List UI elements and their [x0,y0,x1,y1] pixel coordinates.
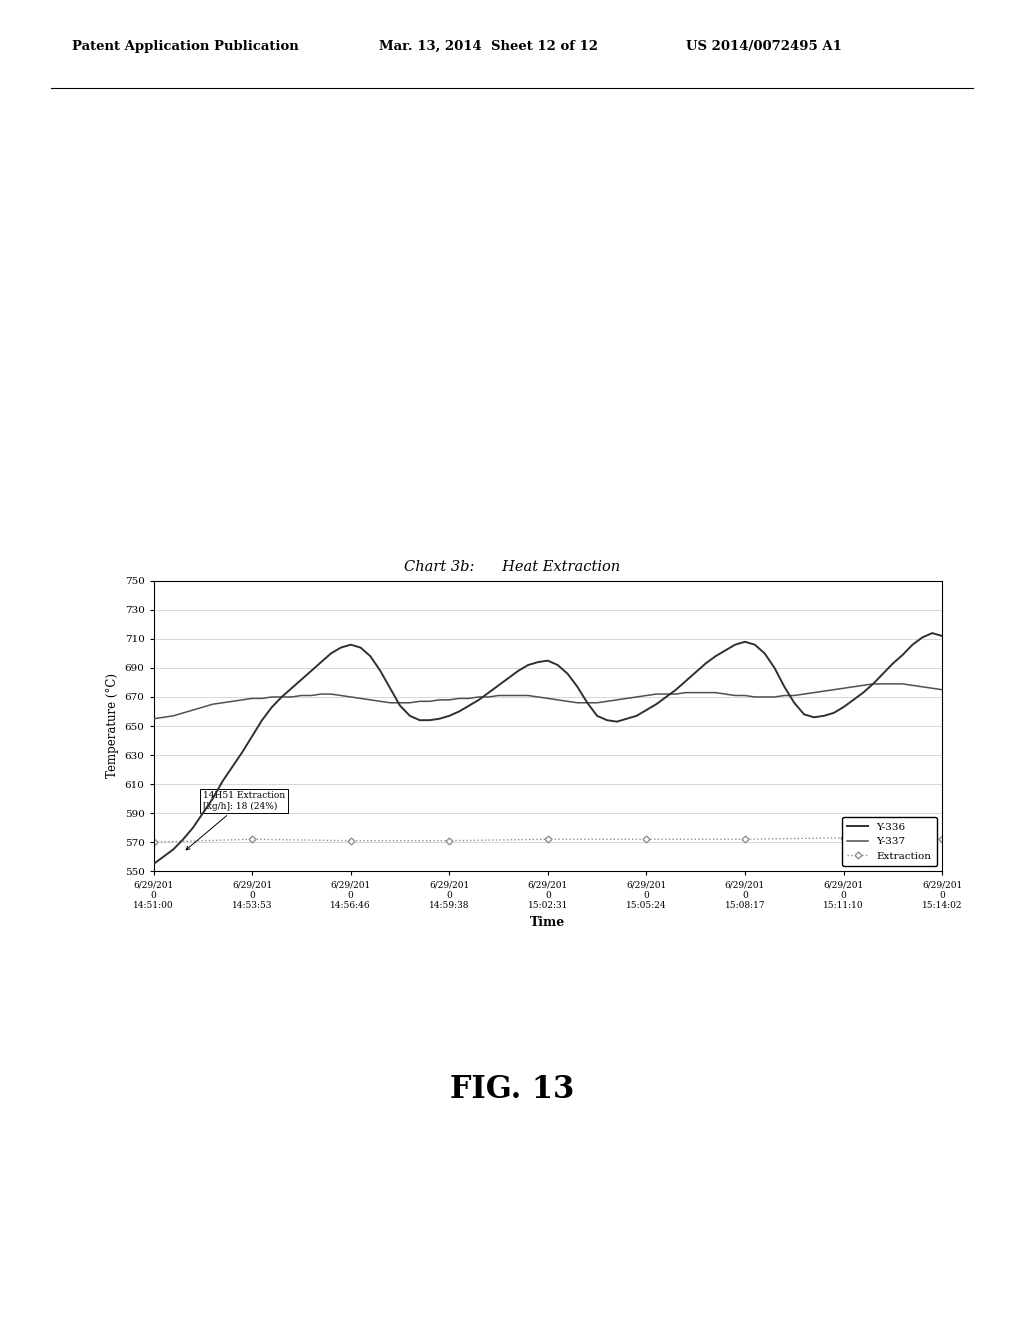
Extraction [246,832,258,847]
Y-337 [857,677,869,693]
Y-337 [827,681,840,697]
Text: Patent Application Publication: Patent Application Publication [72,40,298,53]
Extraction [344,833,357,849]
Y-336 [640,702,652,718]
Extraction [542,832,554,847]
Text: 14H51 Extraction
[kg/h]: 18 (24%): 14H51 Extraction [kg/h]: 18 (24%) [186,791,285,850]
Y-337 [582,694,594,710]
Extraction [739,832,752,847]
Y-336 [729,636,741,652]
Text: Mar. 13, 2014  Sheet 12 of 12: Mar. 13, 2014 Sheet 12 of 12 [379,40,598,53]
Y-336 [827,705,840,721]
Extraction [936,832,948,847]
Text: FIG. 13: FIG. 13 [450,1073,574,1105]
Y-336 [936,628,948,644]
Y-336 [857,685,869,701]
Y-336 [147,857,160,873]
Line: Y-337: Y-337 [154,684,942,718]
Y-337 [640,688,652,704]
Extraction [443,833,456,849]
Y-337 [867,676,880,692]
Y-336 [582,694,594,710]
Extraction [838,830,850,846]
Extraction [640,832,652,847]
Y-337 [788,688,801,704]
Y-336 [788,694,801,710]
Y-337 [729,688,741,704]
Y-336 [926,626,938,642]
Y-337 [147,710,160,726]
Y-axis label: Temperature (°C): Temperature (°C) [106,673,119,779]
X-axis label: Time: Time [530,916,565,928]
Extraction [147,834,160,850]
Text: US 2014/0072495 A1: US 2014/0072495 A1 [686,40,842,53]
Line: Extraction: Extraction [152,836,944,845]
Text: Chart 3b:      Heat Extraction: Chart 3b: Heat Extraction [403,560,621,574]
Line: Y-336: Y-336 [154,634,942,865]
Legend: Y-336, Y-337, Extraction: Y-336, Y-337, Extraction [843,817,937,866]
Y-337 [936,681,948,697]
